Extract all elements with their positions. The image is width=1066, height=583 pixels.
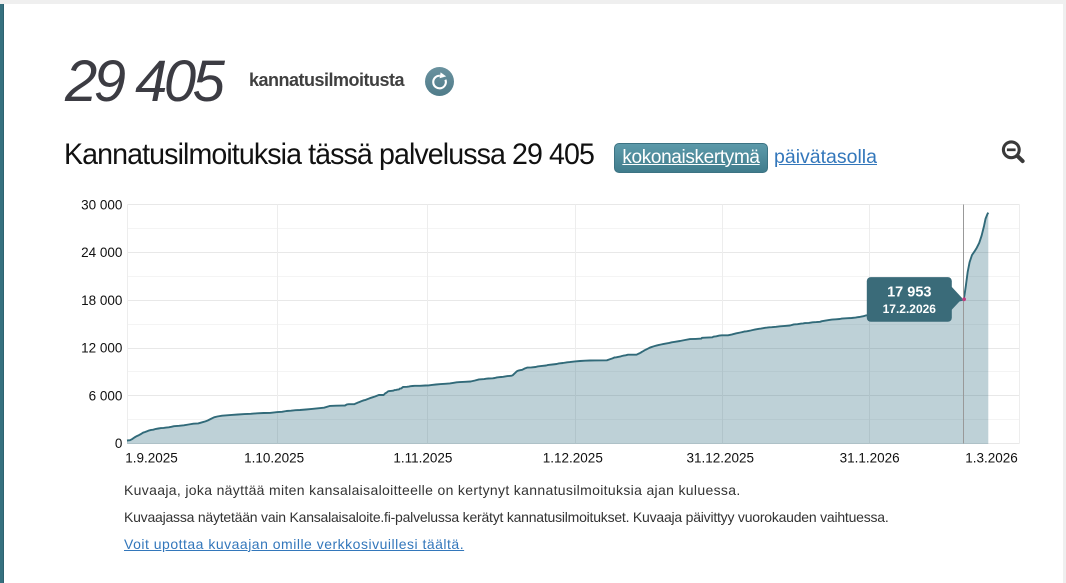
- svg-text:31.1.2026: 31.1.2026: [840, 451, 900, 466]
- svg-text:24 000: 24 000: [81, 245, 122, 260]
- svg-text:6 000: 6 000: [89, 389, 123, 404]
- svg-text:0: 0: [115, 436, 123, 451]
- svg-text:12 000: 12 000: [81, 341, 122, 356]
- svg-text:31.12.2025: 31.12.2025: [687, 451, 755, 466]
- svg-text:1.3.2026: 1.3.2026: [965, 451, 1018, 466]
- svg-text:1.12.2025: 1.12.2025: [543, 451, 603, 466]
- svg-text:17 953: 17 953: [887, 285, 931, 301]
- svg-text:1.9.2025: 1.9.2025: [125, 451, 178, 466]
- svg-text:1.11.2025: 1.11.2025: [393, 451, 452, 466]
- svg-text:18 000: 18 000: [81, 293, 122, 308]
- svg-text:17.2.2026: 17.2.2026: [883, 302, 937, 316]
- svg-text:30 000: 30 000: [81, 198, 122, 213]
- svg-text:1.10.2025: 1.10.2025: [244, 451, 304, 466]
